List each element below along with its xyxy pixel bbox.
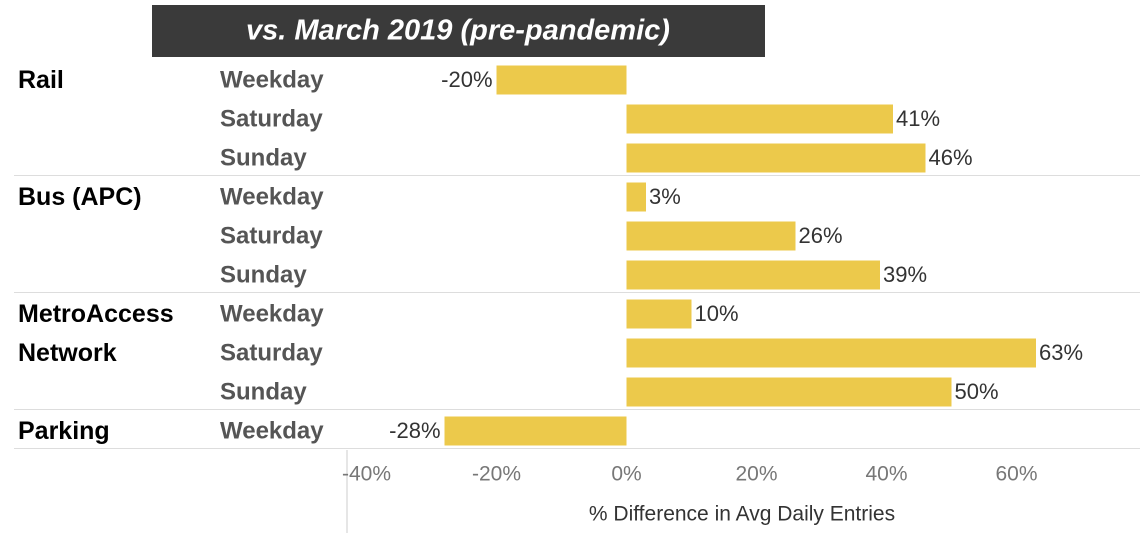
x-tick-label: 60% <box>995 463 1037 486</box>
bar <box>626 143 926 173</box>
value-label: 3% <box>649 184 681 209</box>
category-label: Sunday <box>220 261 307 288</box>
group-label-box: MetroAccess Network <box>18 299 174 367</box>
group-label-box: Rail <box>18 65 64 94</box>
title-box <box>152 5 765 57</box>
bar <box>626 338 1036 368</box>
value-label: 63% <box>1039 340 1083 365</box>
bar <box>626 377 952 407</box>
category-label: Sunday <box>220 378 307 405</box>
group-label: Bus (APC) <box>18 182 142 211</box>
bar <box>626 260 880 290</box>
bar <box>626 221 796 251</box>
x-tick-label: 20% <box>735 463 777 486</box>
value-label: -28% <box>389 418 440 443</box>
value-label: 26% <box>799 223 843 248</box>
x-tick-label: -40% <box>342 463 391 486</box>
category-label: Saturday <box>220 339 323 366</box>
value-label: 39% <box>883 262 927 287</box>
group-label-box: Parking <box>18 416 110 445</box>
category-label: Weekday <box>220 417 324 444</box>
group-label: Parking <box>18 416 110 445</box>
value-label: -20% <box>441 67 492 92</box>
value-label: 10% <box>695 301 739 326</box>
value-label: 41% <box>896 106 940 131</box>
chart-title: vs. March 2019 (pre-pandemic) <box>246 15 670 47</box>
category-label: Sunday <box>220 144 307 171</box>
group-label-box: Bus (APC) <box>18 182 142 211</box>
value-label: 46% <box>929 145 973 170</box>
x-tick-label: -20% <box>472 463 521 486</box>
x-axis-label: % Difference in Avg Daily Entries <box>589 503 895 526</box>
value-label: 50% <box>955 379 999 404</box>
group-label: Rail <box>18 65 64 94</box>
bar <box>626 182 646 212</box>
category-label: Saturday <box>220 222 323 249</box>
category-label: Weekday <box>220 300 324 327</box>
bar <box>626 299 692 329</box>
x-tick-label: 40% <box>865 463 907 486</box>
category-label: Weekday <box>220 66 324 93</box>
bar <box>444 416 627 446</box>
group-label: MetroAccess Network <box>18 299 174 367</box>
category-label: Saturday <box>220 105 323 132</box>
bar <box>626 104 893 134</box>
bar <box>496 65 627 95</box>
category-label: Weekday <box>220 183 324 210</box>
x-tick-label: 0% <box>611 463 641 486</box>
